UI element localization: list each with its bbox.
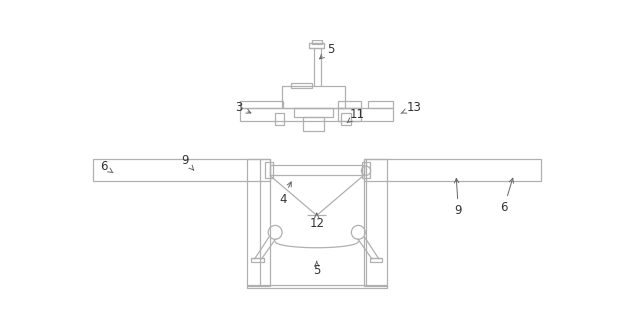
Bar xyxy=(341,113,350,125)
Text: 4: 4 xyxy=(279,182,291,206)
Bar xyxy=(370,258,382,262)
Bar xyxy=(265,161,273,178)
Bar xyxy=(364,159,387,286)
Text: 9: 9 xyxy=(181,154,193,170)
Bar xyxy=(362,161,370,178)
Text: 13: 13 xyxy=(401,101,421,114)
Bar xyxy=(240,108,393,122)
Bar xyxy=(294,108,333,117)
Bar xyxy=(290,83,312,88)
Bar xyxy=(337,108,361,122)
Text: 11: 11 xyxy=(347,108,365,123)
Bar xyxy=(275,113,284,125)
Bar xyxy=(240,102,283,108)
Text: 6: 6 xyxy=(101,160,113,173)
Bar xyxy=(247,285,387,288)
Text: 5: 5 xyxy=(320,42,334,59)
Bar xyxy=(269,165,364,175)
Bar xyxy=(309,43,324,48)
Text: 3: 3 xyxy=(235,101,251,114)
Bar xyxy=(282,86,345,108)
Text: 12: 12 xyxy=(309,213,324,230)
Bar xyxy=(93,159,269,181)
Text: 6: 6 xyxy=(500,178,514,214)
Bar xyxy=(303,117,324,131)
Bar xyxy=(247,159,269,286)
Bar xyxy=(337,102,361,108)
Bar xyxy=(252,258,264,262)
Bar xyxy=(364,159,541,181)
Text: 9: 9 xyxy=(454,178,462,217)
Text: 5: 5 xyxy=(313,261,320,277)
Bar xyxy=(368,102,393,108)
Bar xyxy=(312,40,322,44)
